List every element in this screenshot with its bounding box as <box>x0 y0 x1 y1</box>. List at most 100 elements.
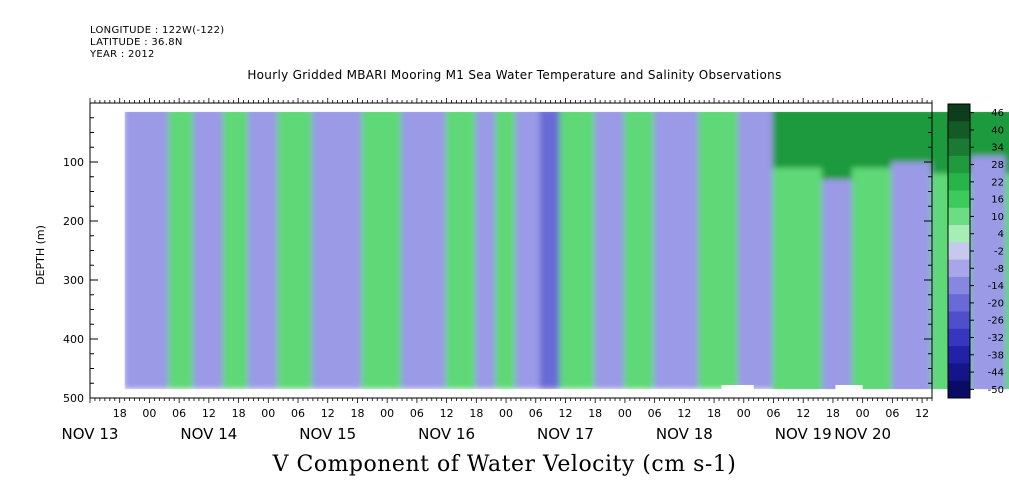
hour-tick-label: 18 <box>113 407 127 420</box>
hour-tick-label: 00 <box>261 407 275 420</box>
heatmap-cell <box>247 111 280 390</box>
heatmap-cell <box>851 167 894 390</box>
heatmap-cell <box>475 111 498 390</box>
colorbar-label: 4 <box>998 229 1004 240</box>
hour-tick-label: 00 <box>856 407 870 420</box>
colorbar-swatch <box>948 311 970 330</box>
colorbar-swatch <box>948 104 970 122</box>
heatmap-cell <box>1005 173 1009 390</box>
date-tick-label: NOV 18 <box>656 425 713 443</box>
missing-data-patches <box>721 385 863 391</box>
date-tick-label: NOV 20 <box>834 425 891 443</box>
hour-tick-label: 12 <box>677 407 691 420</box>
colorbar-label: 28 <box>991 160 1004 171</box>
heatmap-cell <box>193 111 225 390</box>
hour-tick-label: 18 <box>588 407 602 420</box>
heatmap-cell <box>772 111 825 168</box>
heatmap-cell <box>891 111 933 162</box>
hour-tick-label: 06 <box>410 407 424 420</box>
hour-tick-label: 18 <box>232 407 246 420</box>
chart-title: Hourly Gridded MBARI Mooring M1 Sea Wate… <box>247 68 782 82</box>
hour-tick-label: 00 <box>380 407 394 420</box>
colorbar-swatch <box>948 207 970 226</box>
hour-tick-label: 12 <box>321 407 335 420</box>
heatmap-cell <box>559 111 597 390</box>
longitude-label: LONGITUDE : 122W(-122) <box>90 25 225 36</box>
colorbar-swatch <box>948 259 970 278</box>
heatmap-cell <box>277 111 314 390</box>
missing-data-patch <box>835 385 863 391</box>
colorbar-label: -26 <box>988 316 1004 327</box>
depth-tick-label: 400 <box>63 333 84 346</box>
heatmap-cell <box>970 156 1008 390</box>
colorbar: 46 40 34 28 22 16 10 4 -2 -8 -14 -20 -26 -32 -38 -44 -50 <box>947 103 1004 399</box>
date-tick-label: NOV 17 <box>537 425 594 443</box>
heatmap-cell <box>772 167 825 390</box>
hour-tick-label: 18 <box>350 407 364 420</box>
heatmap-cell <box>594 111 626 390</box>
heatmap-cell <box>124 111 171 390</box>
heatmap-cell <box>623 111 656 390</box>
colorbar-swatch <box>948 173 970 191</box>
hour-tick-label: 00 <box>499 407 513 420</box>
hour-tick-label: 18 <box>469 407 483 420</box>
colorbar-swatch <box>948 328 970 347</box>
heatmap-cells <box>124 111 1009 390</box>
colorbar-label: 10 <box>991 212 1004 223</box>
hour-tick-label: 06 <box>172 407 186 420</box>
heatmap-cell <box>361 111 404 390</box>
heatmap-cell <box>495 111 517 390</box>
colorbar-label: 40 <box>991 125 1004 136</box>
hour-tick-label: 06 <box>291 407 305 420</box>
heatmap-cell <box>168 111 196 390</box>
heatmap-cell <box>653 111 701 390</box>
hour-tick-label: 06 <box>529 407 543 420</box>
hour-tick-label: 06 <box>648 407 662 420</box>
heatmap-cell <box>822 179 854 390</box>
colorbar-swatch <box>948 363 970 382</box>
colorbar-swatch <box>948 294 970 313</box>
colorbar-swatch <box>948 225 970 243</box>
x-axis-label: V Component of Water Velocity (cm s-1) <box>272 452 737 477</box>
heatmap-cell <box>514 111 542 390</box>
heatmap-cell <box>698 111 740 390</box>
depth-tick-label: 100 <box>63 156 84 169</box>
latitude-label: LATITUDE : 36.8N <box>90 37 183 48</box>
colorbar-label: -44 <box>988 368 1004 379</box>
hour-tick-label: 12 <box>796 407 810 420</box>
colorbar-swatch <box>948 276 970 295</box>
colorbar-swatch <box>948 346 970 364</box>
hour-tick-label: 00 <box>737 407 751 420</box>
heatmap-cell <box>970 111 1008 157</box>
date-tick-label: NOV 15 <box>299 425 356 443</box>
depth-tick-label: 500 <box>63 392 84 405</box>
date-tick-label: NOV 19 <box>775 425 832 443</box>
colorbar-label: 34 <box>991 143 1004 154</box>
heatmap-cell <box>401 111 448 390</box>
colorbar-swatch <box>948 121 970 140</box>
hour-tick-label: 00 <box>142 407 156 420</box>
heatmap-cell <box>851 111 894 168</box>
depth-axis: 100 200 300 400 500 <box>63 102 932 405</box>
colorbar-label: -14 <box>988 281 1004 292</box>
heatmap-cell <box>1005 111 1009 174</box>
date-tick-label: NOV 14 <box>180 425 237 443</box>
heatmap-cell <box>222 111 250 390</box>
colorbar-swatch <box>948 155 970 174</box>
heatmap-cell <box>822 111 854 180</box>
colorbar-label: -20 <box>988 298 1004 309</box>
hour-tick-label: 18 <box>707 407 721 420</box>
heatmap-cell <box>311 111 364 390</box>
date-tick-label: NOV 13 <box>62 425 119 443</box>
hour-tick-label: 12 <box>440 407 454 420</box>
colorbar-label: -32 <box>988 333 1004 344</box>
colorbar-swatch <box>948 190 970 209</box>
heatmap-cell <box>737 111 775 390</box>
date-tick-label: NOV 16 <box>418 425 475 443</box>
colorbar-label: -2 <box>994 247 1004 258</box>
heatmap-cell <box>445 111 478 390</box>
hour-tick-label: 00 <box>618 407 632 420</box>
colorbar-swatch <box>948 242 970 261</box>
colorbar-label: -38 <box>988 350 1004 361</box>
